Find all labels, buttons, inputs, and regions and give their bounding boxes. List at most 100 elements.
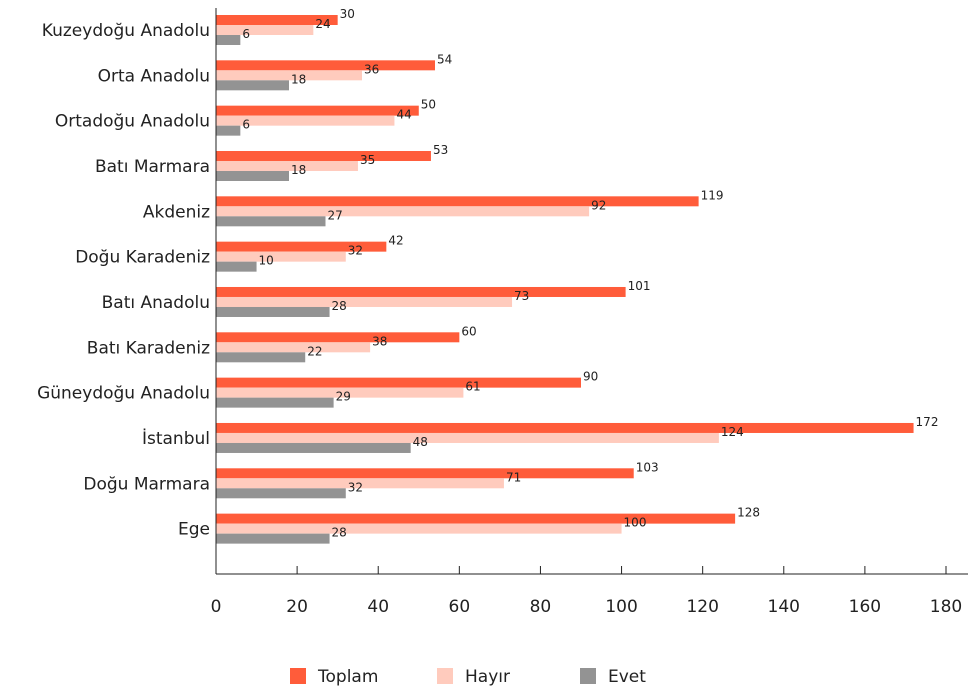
bar-toplam-bati-anadolu	[216, 286, 626, 297]
data-label-evet-akdeniz: 27	[328, 208, 343, 222]
x-tick-label-120: 120	[686, 597, 718, 617]
data-label-toplam-ege: 128	[737, 506, 760, 520]
x-tick-label-160: 160	[849, 597, 881, 617]
bar-hayir-guneydogu-anadolu	[216, 387, 464, 398]
bars-layer: 30 24 6 54 36 18 50 44 6 53 35 18 119 92 27 42 32 10 101 73…	[216, 7, 938, 544]
data-label-toplam-bati-karadeniz: 60	[461, 324, 476, 338]
data-label-hayir-bati-anadolu: 73	[514, 289, 529, 303]
data-label-evet-dogu-karadeniz: 10	[259, 254, 274, 268]
category-label-dogu-marmara: Doğu Marmara	[83, 474, 210, 494]
bar-hayir-akdeniz	[216, 206, 590, 217]
axes-layer: Kuzeydoğu Anadolu Orta Anadolu Ortadoğu An…	[37, 8, 968, 617]
category-label-dogu-karadeniz: Doğu Karadeniz	[75, 248, 210, 268]
data-label-hayir-kuzeydogu-anadolu: 24	[315, 17, 330, 31]
bar-evet-dogu-karadeniz	[216, 261, 257, 272]
bar-toplam-dogu-karadeniz	[216, 241, 387, 252]
bar-toplam-orta-anadolu	[216, 60, 435, 71]
x-tick-label-100: 100	[605, 597, 637, 617]
legend: Toplam Hayır Evet	[290, 667, 646, 687]
x-tick-label-180: 180	[930, 597, 962, 617]
bar-hayir-bati-karadeniz	[216, 342, 371, 353]
data-label-toplam-ortadogu-anadolu: 50	[421, 98, 436, 112]
category-label-kuzeydogu-anadolu: Kuzeydoğu Anadolu	[42, 21, 210, 41]
data-label-toplam-dogu-karadeniz: 42	[388, 234, 403, 248]
bar-hayir-ege	[216, 523, 622, 534]
data-label-toplam-dogu-marmara: 103	[636, 460, 659, 474]
x-tick-label-80: 80	[530, 597, 552, 617]
category-label-orta-anadolu: Orta Anadolu	[98, 66, 210, 86]
x-tick-label-60: 60	[449, 597, 471, 617]
bar-evet-istanbul	[216, 442, 411, 453]
data-label-toplam-akdeniz: 119	[701, 188, 724, 202]
bar-hayir-bati-anadolu	[216, 296, 513, 307]
data-label-evet-bati-karadeniz: 22	[307, 344, 322, 358]
category-label-guneydogu-anadolu: Güneydoğu Anadolu	[37, 384, 210, 404]
bar-evet-guneydogu-anadolu	[216, 397, 334, 408]
x-tick-label-40: 40	[367, 597, 389, 617]
legend-swatch-evet	[580, 668, 596, 684]
data-label-toplam-bati-marmara: 53	[433, 143, 448, 157]
category-label-istanbul: İstanbul	[142, 428, 210, 449]
bar-toplam-ege	[216, 513, 736, 524]
bar-toplam-ortadogu-anadolu	[216, 105, 419, 116]
bar-toplam-bati-marmara	[216, 150, 431, 161]
bar-evet-bati-anadolu	[216, 306, 330, 317]
data-label-evet-bati-marmara: 18	[291, 163, 306, 177]
legend-swatch-toplam	[290, 668, 306, 684]
data-label-hayir-ortadogu-anadolu: 44	[396, 108, 411, 122]
data-label-toplam-guneydogu-anadolu: 90	[583, 370, 598, 384]
data-label-hayir-bati-marmara: 35	[360, 153, 375, 167]
x-tick-label-20: 20	[286, 597, 308, 617]
legend-label-toplam: Toplam	[317, 667, 378, 687]
data-label-evet-kuzeydogu-anadolu: 6	[242, 27, 250, 41]
data-label-hayir-istanbul: 124	[721, 425, 744, 439]
bar-evet-kuzeydogu-anadolu	[216, 35, 241, 45]
data-label-hayir-orta-anadolu: 36	[364, 62, 379, 76]
data-label-evet-ortadogu-anadolu: 6	[242, 118, 250, 132]
data-label-evet-istanbul: 48	[413, 435, 428, 449]
data-label-evet-orta-anadolu: 18	[291, 72, 306, 86]
data-label-hayir-bati-karadeniz: 38	[372, 334, 387, 348]
bar-toplam-guneydogu-anadolu	[216, 377, 581, 388]
category-label-bati-karadeniz: Batı Karadeniz	[87, 338, 210, 358]
bar-hayir-ortadogu-anadolu	[216, 115, 395, 126]
data-label-evet-dogu-marmara: 32	[348, 480, 363, 494]
data-label-evet-guneydogu-anadolu: 29	[336, 390, 351, 404]
data-label-toplam-bati-anadolu: 101	[628, 279, 651, 293]
data-label-hayir-guneydogu-anadolu: 61	[465, 380, 480, 394]
bar-toplam-dogu-marmara	[216, 468, 634, 479]
category-label-bati-anadolu: Batı Anadolu	[102, 293, 210, 313]
bar-evet-ortadogu-anadolu	[216, 125, 241, 136]
bar-hayir-istanbul	[216, 432, 719, 443]
x-tick-label-140: 140	[768, 597, 800, 617]
data-label-toplam-orta-anadolu: 54	[437, 52, 452, 66]
bar-toplam-kuzeydogu-anadolu	[216, 15, 338, 25]
data-label-evet-bati-anadolu: 28	[332, 299, 347, 313]
category-label-akdeniz: Akdeniz	[143, 202, 210, 222]
data-label-hayir-ege: 100	[624, 516, 647, 530]
bar-evet-bati-karadeniz	[216, 352, 306, 363]
bar-toplam-akdeniz	[216, 196, 699, 207]
category-label-ege: Ege	[178, 520, 210, 540]
data-label-evet-ege: 28	[332, 526, 347, 540]
bar-evet-dogu-marmara	[216, 488, 346, 499]
bar-hayir-kuzeydogu-anadolu	[216, 25, 314, 35]
bar-evet-bati-marmara	[216, 170, 289, 181]
category-label-ortadogu-anadolu: Ortadoğu Anadolu	[55, 112, 210, 132]
bar-toplam-istanbul	[216, 422, 914, 433]
bar-hayir-bati-marmara	[216, 160, 358, 171]
bar-hayir-dogu-marmara	[216, 478, 504, 489]
data-label-hayir-akdeniz: 92	[591, 198, 606, 212]
bar-toplam-bati-karadeniz	[216, 332, 460, 343]
bar-hayir-orta-anadolu	[216, 70, 362, 81]
data-label-hayir-dogu-marmara: 71	[506, 470, 521, 484]
bar-hayir-dogu-karadeniz	[216, 251, 346, 262]
x-tick-label-0: 0	[211, 597, 222, 617]
bar-evet-ege	[216, 533, 330, 544]
legend-swatch-hayir	[437, 668, 453, 684]
data-label-toplam-kuzeydogu-anadolu: 30	[340, 7, 355, 21]
legend-label-hayir: Hayır	[465, 667, 510, 687]
data-label-hayir-dogu-karadeniz: 32	[348, 244, 363, 258]
bar-evet-akdeniz	[216, 216, 326, 227]
